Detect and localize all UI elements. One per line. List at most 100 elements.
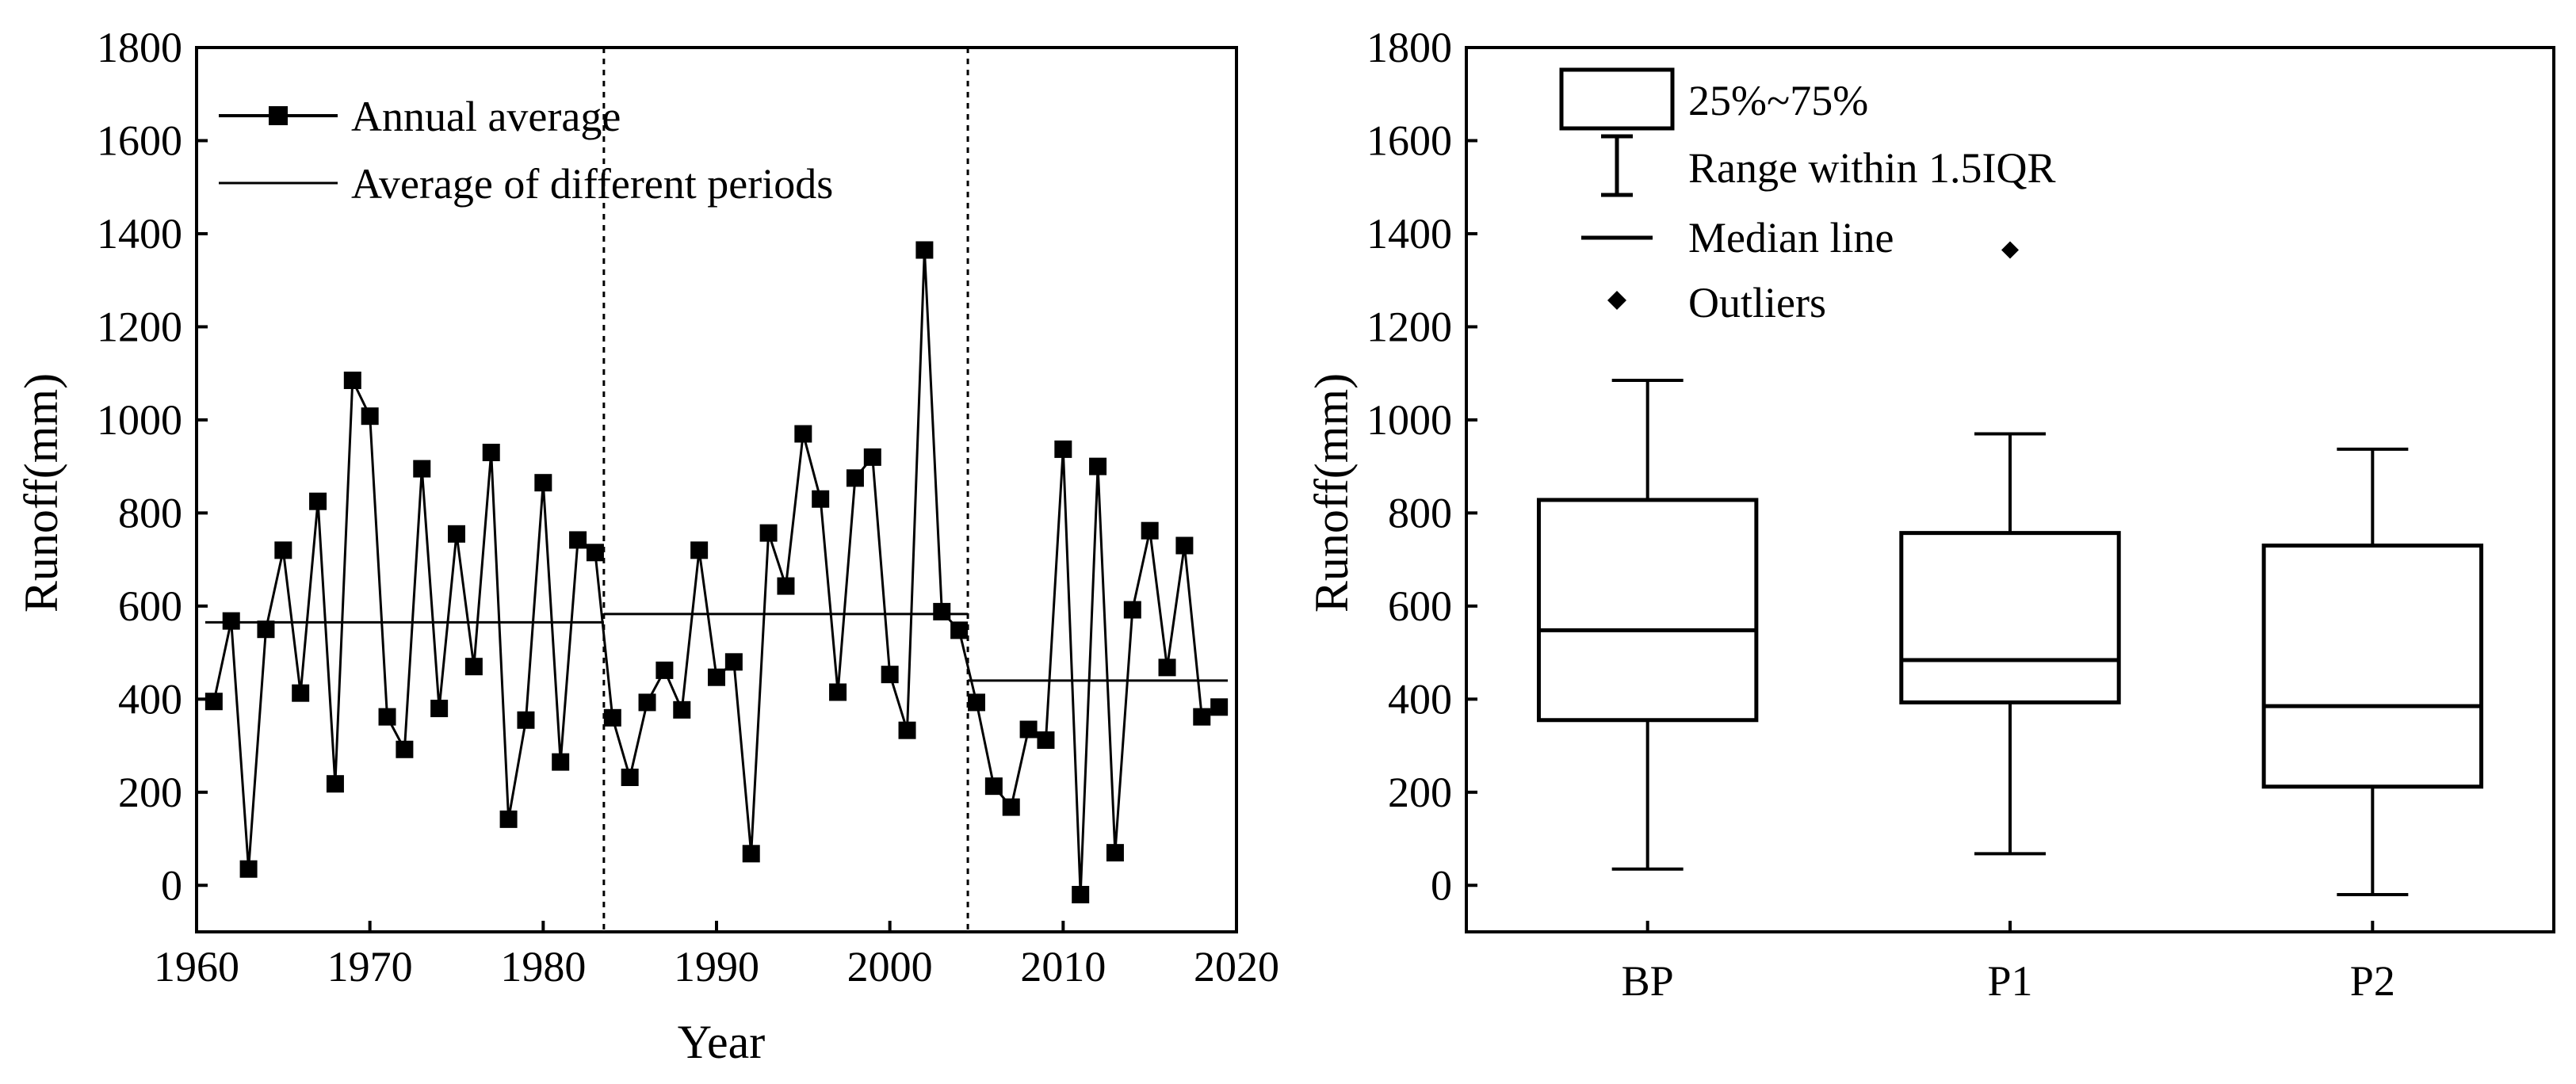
left-y-ticks: 0 200 400 600 800 1000 1200 1400 1600 1800 [97,24,208,909]
annual-average-point [309,492,327,510]
annual-average-point [1089,457,1107,475]
annual-average-point [950,621,969,639]
annual-average-point [1123,601,1141,619]
left-y-tick-label: 1200 [97,303,182,350]
left-y-tick-label: 600 [118,582,182,630]
left-y-tick-label: 1000 [97,396,182,444]
annual-average-point [759,524,778,542]
left-x-axis-title: Year [678,1016,766,1068]
right-y-tick-label: 1600 [1366,116,1452,164]
annual-average-point [396,740,414,758]
left-y-tick-label: 400 [118,675,182,723]
box-outlier-p1 [2001,241,2019,259]
annual-average-point [292,684,310,702]
annual-average-point [673,700,691,719]
right-y-tick-label: 1400 [1366,210,1452,258]
annual-average-point [863,448,881,466]
left-y-axis-title: Runoff(mm) [15,373,67,613]
left-x-tick-label: 1990 [674,943,759,990]
legend-box-label: 25%~75% [1688,77,1868,124]
box-iqr-p2 [2261,543,2484,789]
annual-average-point [464,658,483,676]
left-x-ticks: 1960 1970 1980 1990 2000 2010 2020 [154,921,1279,990]
annual-average-point [343,371,361,389]
annual-average-point [638,693,656,712]
left-x-tick-label: 2000 [847,943,933,990]
annual-average-point [690,541,709,559]
legend-annual-average-label: Annual average [351,93,621,140]
legend-whisker-label: Range within 1.5IQR [1688,144,2055,192]
right-x-ticks: BP P1 P2 [1622,921,2395,1005]
annual-average-point [482,444,500,462]
annual-average-point [1019,720,1038,739]
annual-average-point [1193,708,1211,726]
runoff-boxplot-chart: BP P1 P2 0 200 400 600 800 1000 1200 1400 1600 1800… [1305,24,2555,1005]
right-y-tick-label: 1000 [1366,396,1452,444]
annual-average-point [413,460,431,478]
annual-average-point [1054,440,1072,458]
annual-average-point [1106,844,1124,862]
annual-average-point [1175,536,1194,555]
annual-average-point [517,711,535,729]
annual-average-point [794,425,812,443]
annual-average-point [1210,698,1229,716]
annual-average-point [257,620,275,639]
left-x-tick-label: 2020 [1194,943,1279,990]
annual-average-point [812,490,830,508]
right-y-tick-label: 600 [1388,582,1452,630]
left-x-tick-label: 1980 [500,943,586,990]
annual-average-point [984,777,1003,796]
annual-average-point [326,775,344,793]
left-y-tick-label: 1600 [97,116,182,164]
annual-average-point [655,661,674,679]
annual-average-point [534,474,552,492]
annual-average-point [881,666,899,684]
annual-average-point [586,544,604,562]
annual-average-point [829,683,847,701]
annual-average-point [742,845,760,863]
annual-average-point [968,693,985,712]
left-y-tick-label: 800 [118,489,182,536]
annual-average-point [361,407,379,426]
annual-average-point [378,708,396,726]
left-x-tick-label: 1960 [154,943,239,990]
annual-average-point [777,577,795,595]
annual-average-point [239,860,258,878]
annual-average-point [1072,886,1090,904]
right-legend: 25%~75% Range within 1.5IQR Median line … [1559,67,2055,326]
left-legend: Annual average Average of different peri… [219,93,833,208]
annual-average-point [552,753,570,771]
legend-period-average-label: Average of different periods [351,160,833,208]
annual-average-point [1141,521,1159,540]
right-y-tick-label: 1200 [1366,303,1452,350]
annual-average-point [204,693,223,711]
annual-average-point [621,768,639,786]
annual-average-point [1037,731,1055,750]
left-x-tick-label: 2010 [1020,943,1106,990]
legend-outliers-label: Outliers [1688,279,1826,326]
box-iqr-p1 [1899,531,2121,704]
annual-average-point [1002,798,1020,816]
annual-average-point [499,810,518,828]
annual-average-point [222,612,240,630]
runoff-time-series-chart: 1960 1970 1980 1990 2000 2010 2020 0 200 400 600 8… [15,24,1279,1068]
legend-square-marker [269,106,288,125]
legend-box-sample [1559,67,1675,131]
annual-average-series-line [212,250,1220,895]
annual-average-point [915,241,934,259]
annual-average-point [274,541,292,559]
left-x-tick-label: 1970 [327,943,413,990]
legend-median-label: Median line [1688,214,1894,261]
right-x-tick-label: BP [1622,957,1674,1005]
annual-average-point [430,700,449,718]
legend-outlier-diamond-icon [1607,291,1626,310]
annual-average-point [933,602,951,620]
left-y-tick-label: 1400 [97,210,182,258]
annual-average-point [569,531,587,549]
right-x-tick-label: P2 [2350,957,2395,1005]
right-y-ticks: 0 200 400 600 800 1000 1200 1400 1600 1800 [1366,24,1477,909]
left-y-tick-label: 1800 [97,24,182,71]
right-y-tick-label: 800 [1388,489,1452,536]
